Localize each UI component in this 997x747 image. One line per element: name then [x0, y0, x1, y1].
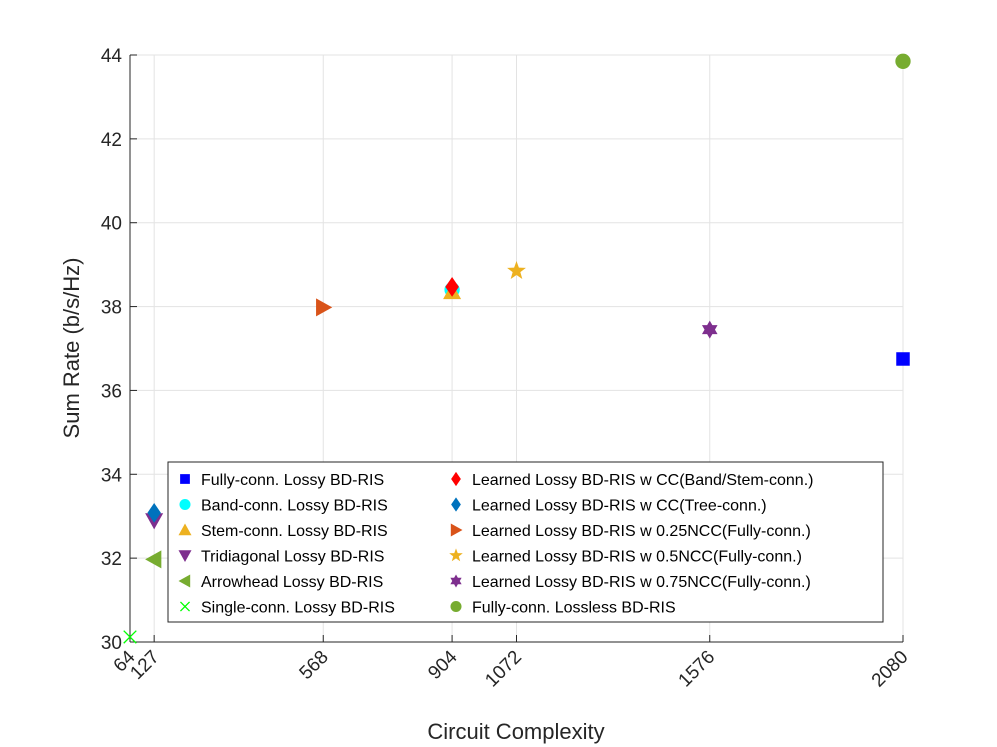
y-tick-label: 32 — [101, 549, 122, 570]
legend-marker — [451, 471, 461, 487]
y-tick-label: 36 — [101, 381, 122, 402]
y-tick-label: 40 — [101, 214, 122, 235]
legend-item: Fully-conn. Lossy BD-RIS — [180, 472, 384, 489]
x-axis-label: Circuit Complexity — [427, 719, 604, 744]
legend-label: Learned Lossy BD-RIS w 0.5NCC(Fully-conn… — [472, 549, 802, 566]
marker-stroke — [179, 601, 191, 612]
legend-label: Band-conn. Lossy BD-RIS — [201, 498, 388, 515]
legend-label: Single-conn. Lossy BD-RIS — [201, 600, 395, 617]
legend-marker — [178, 574, 191, 588]
legend-marker — [450, 600, 462, 613]
legend-marker — [451, 497, 461, 512]
x-tick-label: 1072 — [481, 647, 526, 692]
legend-item: Band-conn. Lossy BD-RIS — [179, 498, 388, 515]
legend-label: Learned Lossy BD-RIS w 0.75NCC(Fully-con… — [472, 574, 811, 591]
legend-item: Learned Lossy BD-RIS w 0.5NCC(Fully-conn… — [449, 548, 802, 566]
legend-label: Learned Lossy BD-RIS w 0.25NCC(Fully-con… — [472, 523, 811, 540]
data-point — [316, 298, 333, 317]
x-tick-label: 904 — [424, 646, 462, 684]
legend-marker — [449, 548, 463, 562]
legend-item: Tridiagonal Lossy BD-RIS — [178, 549, 384, 566]
legend-marker — [178, 550, 192, 562]
x-tick-label: 568 — [296, 647, 333, 684]
legend-label: Fully-conn. Lossless BD-RIS — [472, 600, 676, 617]
legend-label: Learned Lossy BD-RIS w CC(Tree-conn.) — [472, 498, 767, 515]
y-tick-label: 34 — [101, 465, 123, 486]
data-point — [145, 550, 162, 569]
legend-marker — [450, 523, 463, 537]
data-point — [896, 352, 910, 366]
data-point — [895, 53, 911, 69]
data-points — [123, 53, 911, 644]
legend-item: Learned Lossy BD-RIS w 0.25NCC(Fully-con… — [450, 523, 811, 540]
legend-item: Learned Lossy BD-RIS w CC(Tree-conn.) — [451, 497, 767, 515]
legend-item: Stem-conn. Lossy BD-RIS — [178, 523, 388, 540]
data-point — [123, 630, 137, 644]
x-tick-label: 127 — [126, 647, 163, 684]
legend-item: Learned Lossy BD-RIS w 0.75NCC(Fully-con… — [450, 574, 811, 591]
legend-label: Tridiagonal Lossy BD-RIS — [201, 549, 384, 566]
x-tick-label: 2080 — [868, 647, 913, 692]
x-tick-label: 1576 — [675, 647, 720, 692]
y-axis-label: Sum Rate (b/s/Hz) — [59, 258, 84, 439]
legend-item: Fully-conn. Lossless BD-RIS — [450, 600, 676, 617]
y-tick-label: 44 — [101, 46, 123, 67]
data-point — [147, 502, 161, 523]
data-point — [445, 276, 459, 297]
legend-marker — [179, 498, 191, 511]
data-point — [701, 320, 718, 339]
legend-box — [167, 461, 884, 623]
marker-stroke — [123, 630, 137, 644]
legend-label: Fully-conn. Lossy BD-RIS — [201, 472, 384, 489]
legend-marker — [178, 523, 192, 536]
legend: Fully-conn. Lossy BD-RIS Band-conn. Lossy… — [167, 461, 884, 623]
y-tick-label: 38 — [101, 298, 122, 319]
legend-marker — [179, 601, 191, 612]
legend-item: Arrowhead Lossy BD-RIS — [178, 574, 383, 591]
y-tick-label: 42 — [101, 130, 122, 151]
legend-label: Learned Lossy BD-RIS w CC(Band/Stem-conn… — [472, 472, 813, 489]
legend-label: Arrowhead Lossy BD-RIS — [201, 574, 383, 591]
legend-item: Learned Lossy BD-RIS w CC(Band/Stem-conn… — [451, 471, 813, 489]
legend-label: Stem-conn. Lossy BD-RIS — [201, 523, 388, 540]
legend-marker — [180, 474, 190, 484]
y-tick-label: 30 — [101, 633, 122, 654]
data-point — [507, 261, 526, 279]
legend-marker — [450, 574, 462, 588]
legend-item: Single-conn. Lossy BD-RIS — [179, 600, 395, 617]
